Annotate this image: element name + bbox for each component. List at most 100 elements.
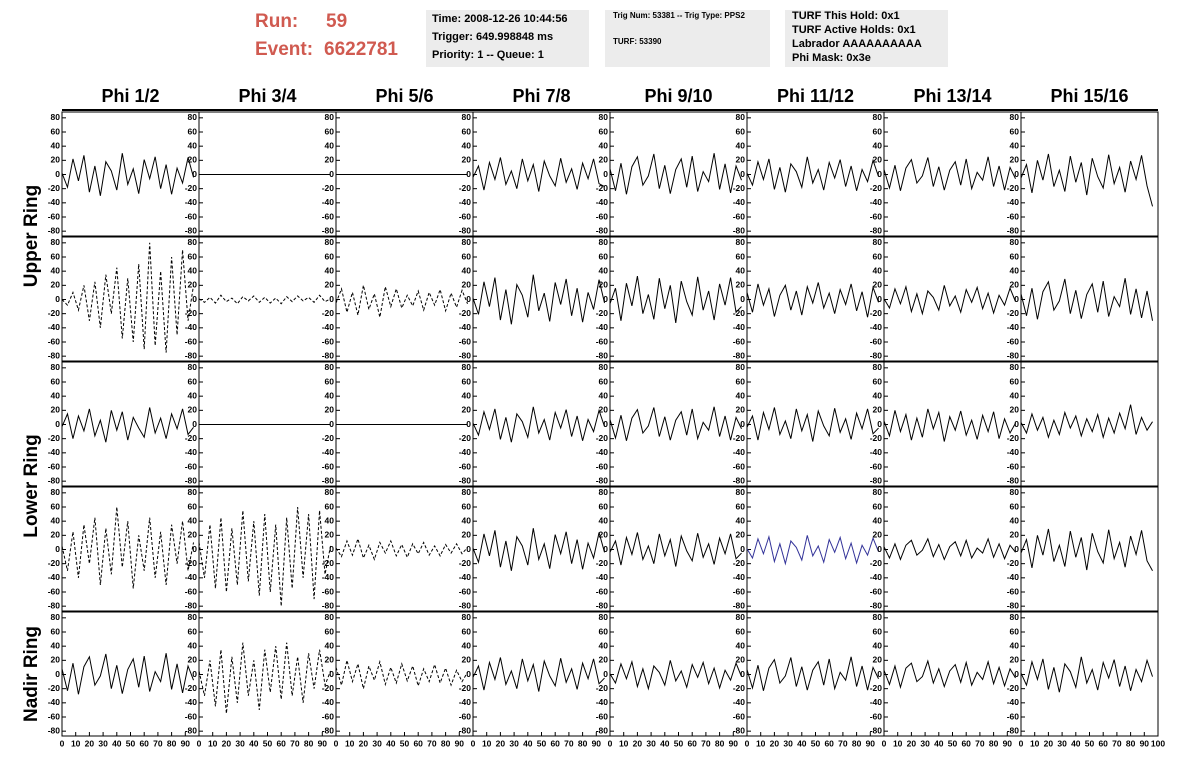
x-tick-label: 90 bbox=[181, 738, 191, 748]
y-tick-label: -20 bbox=[459, 683, 472, 693]
waveform bbox=[472, 406, 605, 443]
y-tick-label: 0 bbox=[603, 669, 608, 679]
y-tick-label: 80 bbox=[51, 487, 61, 497]
y-tick-label: 20 bbox=[599, 655, 609, 665]
x-tick-label: 50 bbox=[537, 738, 547, 748]
y-tick-label: -60 bbox=[596, 461, 609, 471]
y-tick-label: -40 bbox=[185, 322, 198, 332]
y-tick-label: 80 bbox=[51, 362, 61, 372]
y-tick-label: -40 bbox=[48, 697, 61, 707]
waveform bbox=[472, 274, 606, 325]
y-tick-label: -60 bbox=[596, 586, 609, 596]
y-tick-label: -80 bbox=[459, 225, 472, 235]
y-tick-label: -20 bbox=[185, 433, 198, 443]
x-tick-label: 10 bbox=[619, 738, 629, 748]
y-tick-label: 0 bbox=[740, 669, 745, 679]
y-tick-label: 20 bbox=[325, 405, 335, 415]
run-label: Run: bbox=[255, 11, 298, 32]
y-tick-label: 40 bbox=[736, 515, 746, 525]
y-tick-label: 20 bbox=[325, 530, 335, 540]
y-tick-label: -80 bbox=[48, 350, 61, 360]
y-tick-label: 80 bbox=[51, 112, 61, 122]
y-tick-label: 60 bbox=[736, 251, 746, 261]
y-tick-label: -60 bbox=[459, 586, 472, 596]
y-tick-label: -60 bbox=[48, 461, 61, 471]
x-tick-label: 0 bbox=[471, 738, 476, 748]
y-tick-label: 40 bbox=[51, 140, 61, 150]
y-tick-label: 40 bbox=[736, 265, 746, 275]
y-tick-label: -40 bbox=[322, 572, 335, 582]
x-tick-label: 0 bbox=[882, 738, 887, 748]
x-tick-label: 60 bbox=[687, 738, 697, 748]
x-tick-label: 60 bbox=[139, 738, 149, 748]
waveform bbox=[61, 153, 195, 196]
y-tick-label: -20 bbox=[1007, 308, 1020, 318]
x-tick-label: 10 bbox=[208, 738, 218, 748]
x-tick-label: 70 bbox=[564, 738, 574, 748]
y-tick-label: 40 bbox=[462, 515, 472, 525]
y-tick-label: 20 bbox=[325, 655, 335, 665]
x-tick-label: 60 bbox=[413, 738, 423, 748]
y-tick-label: 0 bbox=[466, 419, 471, 429]
y-tick-label: -40 bbox=[185, 572, 198, 582]
y-tick-label: 60 bbox=[51, 126, 61, 136]
x-tick-label: 40 bbox=[1071, 738, 1081, 748]
y-tick-label: 80 bbox=[1010, 362, 1020, 372]
y-tick-label: -20 bbox=[870, 183, 883, 193]
waveform bbox=[472, 657, 605, 692]
x-tick-label: 0 bbox=[745, 738, 750, 748]
y-tick-label: 80 bbox=[736, 112, 746, 122]
y-tick-label: 40 bbox=[325, 140, 335, 150]
waveform bbox=[1020, 528, 1153, 571]
y-tick-label: -40 bbox=[459, 572, 472, 582]
y-tick-label: 40 bbox=[51, 265, 61, 275]
y-tick-label: -40 bbox=[322, 322, 335, 332]
y-tick-label: 80 bbox=[736, 487, 746, 497]
y-tick-label: 80 bbox=[1010, 612, 1020, 622]
waveform bbox=[609, 276, 742, 323]
x-tick-label: 30 bbox=[98, 738, 108, 748]
y-tick-label: 0 bbox=[740, 294, 745, 304]
y-tick-label: -20 bbox=[733, 558, 746, 568]
column-label: Phi 5/6 bbox=[375, 86, 433, 106]
x-tick-label: 60 bbox=[1098, 738, 1108, 748]
y-tick-label: -60 bbox=[459, 211, 472, 221]
y-tick-label: 20 bbox=[736, 155, 746, 165]
waveform bbox=[198, 642, 331, 714]
x-tick-label: 90 bbox=[318, 738, 328, 748]
y-tick-label: 0 bbox=[1014, 169, 1019, 179]
y-tick-label: 60 bbox=[599, 376, 609, 386]
x-tick-label: 10 bbox=[345, 738, 355, 748]
y-tick-label: -40 bbox=[596, 322, 609, 332]
y-tick-label: 20 bbox=[873, 405, 883, 415]
y-tick-label: -40 bbox=[1007, 197, 1020, 207]
y-tick-label: 80 bbox=[873, 612, 883, 622]
y-tick-label: -20 bbox=[459, 433, 472, 443]
y-tick-label: 40 bbox=[1010, 265, 1020, 275]
y-tick-label: -20 bbox=[733, 433, 746, 443]
y-tick-label: -40 bbox=[185, 197, 198, 207]
column-label: Phi 13/14 bbox=[913, 86, 991, 106]
y-tick-label: -60 bbox=[459, 336, 472, 346]
y-tick-label: -20 bbox=[1007, 183, 1020, 193]
y-tick-label: 0 bbox=[603, 294, 608, 304]
info-line: TURF This Hold: 0x1 bbox=[792, 10, 900, 22]
x-tick-label: 30 bbox=[235, 738, 245, 748]
y-tick-label: 0 bbox=[55, 169, 60, 179]
y-tick-label: 40 bbox=[873, 140, 883, 150]
y-tick-label: -60 bbox=[48, 586, 61, 596]
y-tick-label: -80 bbox=[185, 350, 198, 360]
y-tick-label: 60 bbox=[188, 126, 198, 136]
y-tick-label: 40 bbox=[462, 265, 472, 275]
waveform bbox=[609, 153, 742, 195]
x-tick-label: 80 bbox=[852, 738, 862, 748]
y-tick-label: -60 bbox=[185, 211, 198, 221]
y-tick-label: -40 bbox=[48, 197, 61, 207]
y-tick-label: -60 bbox=[185, 586, 198, 596]
y-tick-label: 20 bbox=[188, 155, 198, 165]
y-tick-label: 20 bbox=[462, 530, 472, 540]
y-tick-label: -20 bbox=[870, 683, 883, 693]
x-tick-label: 20 bbox=[770, 738, 780, 748]
y-tick-label: 0 bbox=[1014, 419, 1019, 429]
y-tick-label: 80 bbox=[462, 362, 472, 372]
